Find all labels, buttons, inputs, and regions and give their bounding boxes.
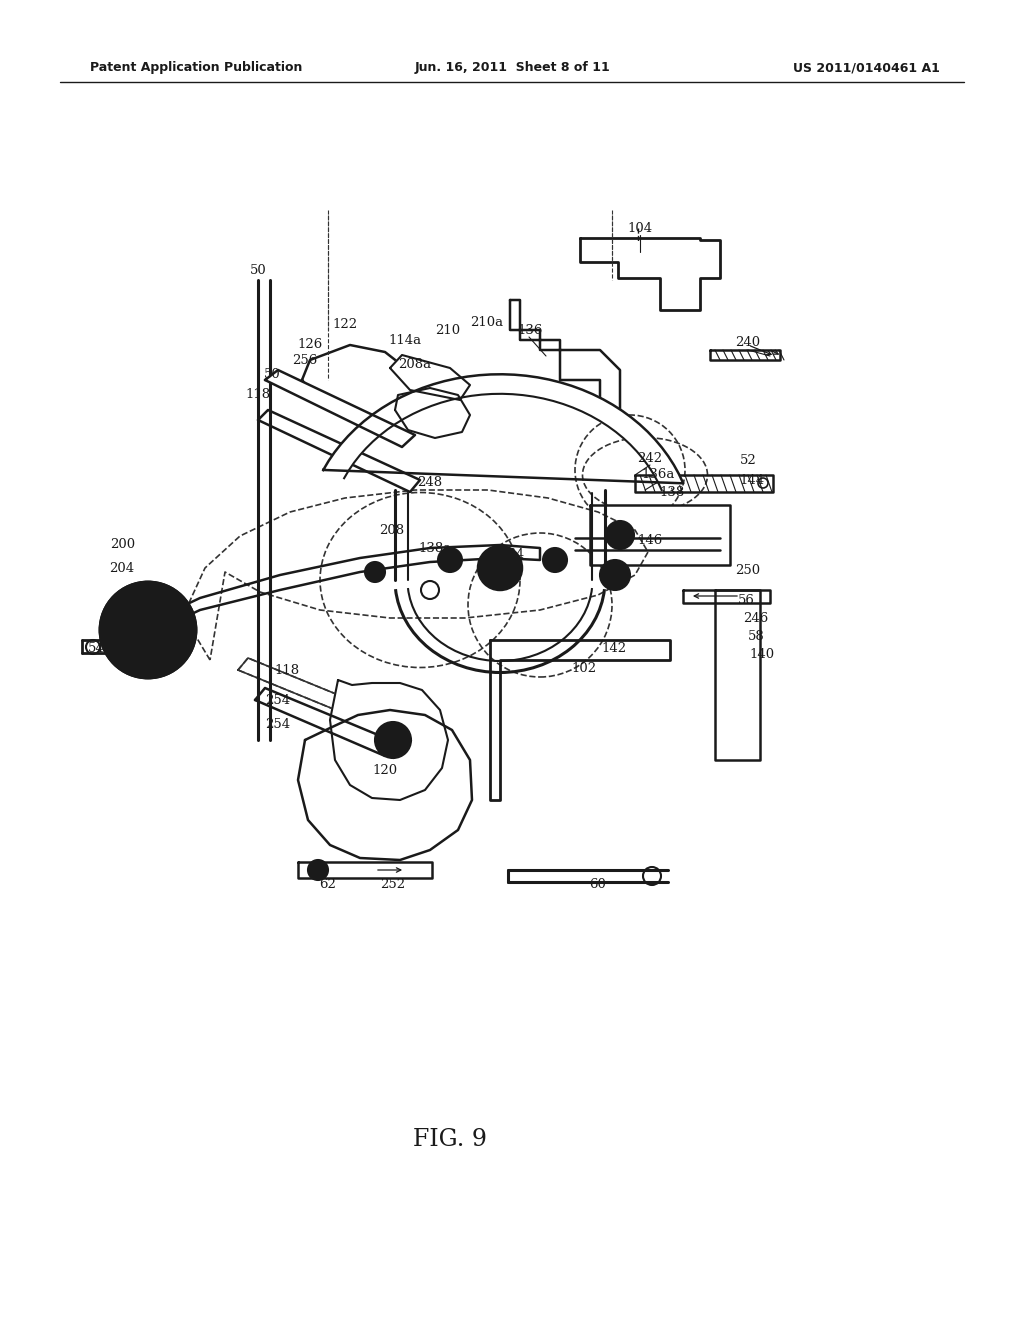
- Text: 102: 102: [571, 661, 597, 675]
- Text: 114: 114: [161, 622, 185, 635]
- Text: 56: 56: [737, 594, 755, 606]
- Polygon shape: [324, 375, 683, 490]
- Polygon shape: [715, 590, 760, 760]
- Text: 146: 146: [637, 533, 663, 546]
- Polygon shape: [147, 545, 540, 644]
- Polygon shape: [395, 388, 470, 438]
- Text: 140: 140: [750, 648, 774, 660]
- Circle shape: [100, 582, 196, 678]
- Text: 248: 248: [418, 475, 442, 488]
- Polygon shape: [490, 640, 670, 800]
- Circle shape: [438, 548, 462, 572]
- Text: US 2011/0140461 A1: US 2011/0140461 A1: [794, 62, 940, 74]
- Text: 254: 254: [265, 718, 291, 731]
- Text: 58: 58: [748, 630, 764, 643]
- Text: 62: 62: [319, 879, 337, 891]
- Circle shape: [492, 560, 508, 576]
- Text: FIG. 9: FIG. 9: [413, 1129, 487, 1151]
- Polygon shape: [510, 300, 620, 420]
- Text: 50: 50: [250, 264, 266, 276]
- Text: 244: 244: [500, 549, 524, 561]
- Text: 252: 252: [381, 879, 406, 891]
- Text: 210: 210: [435, 323, 461, 337]
- Polygon shape: [683, 590, 770, 603]
- Polygon shape: [298, 862, 432, 878]
- Text: Jun. 16, 2011  Sheet 8 of 11: Jun. 16, 2011 Sheet 8 of 11: [414, 62, 610, 74]
- Text: 200: 200: [111, 539, 135, 552]
- Text: 202: 202: [110, 602, 134, 615]
- Text: 120: 120: [373, 763, 397, 776]
- Circle shape: [543, 548, 567, 572]
- Text: 60: 60: [590, 879, 606, 891]
- Text: 240: 240: [735, 335, 761, 348]
- Circle shape: [167, 602, 187, 622]
- Polygon shape: [298, 710, 472, 861]
- Text: 50: 50: [263, 368, 281, 381]
- Circle shape: [173, 609, 181, 616]
- Text: 254: 254: [265, 693, 291, 706]
- Text: 144: 144: [739, 474, 765, 487]
- Text: Patent Application Publication: Patent Application Publication: [90, 62, 302, 74]
- Text: 136a: 136a: [641, 469, 675, 482]
- Text: 122: 122: [333, 318, 357, 331]
- Text: 208: 208: [380, 524, 404, 536]
- Text: 250: 250: [735, 564, 761, 577]
- Polygon shape: [265, 370, 415, 447]
- Circle shape: [365, 562, 385, 582]
- Text: 138: 138: [659, 486, 685, 499]
- Polygon shape: [258, 411, 420, 492]
- Polygon shape: [635, 475, 773, 492]
- Polygon shape: [330, 680, 449, 800]
- Polygon shape: [580, 238, 720, 310]
- Text: 126: 126: [297, 338, 323, 351]
- Text: 52: 52: [739, 454, 757, 466]
- Text: 54: 54: [88, 642, 104, 655]
- Circle shape: [606, 521, 634, 549]
- Text: 204: 204: [110, 561, 134, 574]
- Polygon shape: [390, 355, 470, 400]
- Text: 114a: 114a: [388, 334, 422, 346]
- Text: 104: 104: [628, 222, 652, 235]
- Text: 210a: 210a: [470, 317, 504, 330]
- Polygon shape: [710, 350, 780, 360]
- Text: 118: 118: [274, 664, 300, 676]
- Text: 100: 100: [376, 742, 400, 755]
- Circle shape: [375, 722, 411, 758]
- Polygon shape: [255, 688, 395, 756]
- Circle shape: [600, 560, 630, 590]
- Text: 242: 242: [637, 451, 663, 465]
- Text: 208a: 208a: [398, 359, 431, 371]
- Text: 118: 118: [246, 388, 270, 401]
- Polygon shape: [302, 345, 412, 418]
- Polygon shape: [590, 506, 730, 565]
- Text: 138a: 138a: [419, 541, 452, 554]
- Text: 142: 142: [601, 642, 627, 655]
- Text: 256: 256: [293, 354, 317, 367]
- Text: 246: 246: [743, 611, 769, 624]
- Text: 136: 136: [517, 323, 543, 337]
- Circle shape: [308, 861, 328, 880]
- Circle shape: [478, 546, 522, 590]
